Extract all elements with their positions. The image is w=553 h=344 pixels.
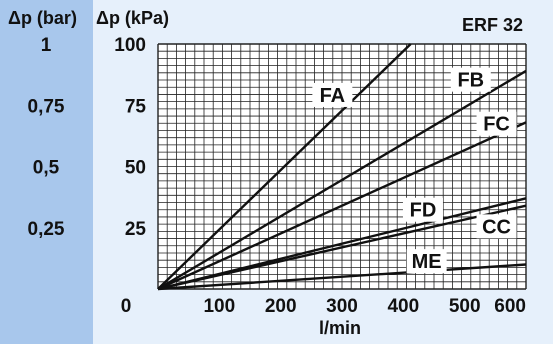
ticks: 0 100 200 300 400 500 600 100 75 50 25 1 0,75 0,5 0,25	[28, 35, 526, 317]
y2-axis-title: Δp (bar)	[8, 8, 77, 28]
series-line-fb	[157, 69, 527, 291]
y-tick-label: 50	[125, 158, 146, 179]
series-label-fc: FC	[483, 114, 510, 136]
series-line-me	[157, 263, 527, 291]
series-line-fa	[157, 43, 412, 290]
series-label-bg-cc	[476, 214, 517, 239]
x-tick-label: 400	[387, 296, 419, 317]
series-line-fc	[157, 121, 527, 291]
series-label-bg-fb	[450, 67, 491, 92]
grid	[157, 43, 527, 290]
x-tick-label: 600	[494, 296, 526, 317]
y2-tick-label: 1	[41, 35, 52, 56]
y-tick-label: 100	[114, 35, 146, 56]
series-label-me: ME	[412, 251, 442, 273]
chart-title: ERF 32	[462, 15, 523, 35]
x-tick-label: 200	[265, 296, 297, 317]
series-label-bg-me	[406, 249, 447, 274]
x-tick-label: 100	[203, 296, 235, 317]
y2-tick-label: 0,5	[33, 158, 60, 179]
series-lines	[157, 43, 527, 291]
y-axis-title: Δp (kPa)	[96, 8, 169, 28]
y2-tick-label: 0,25	[28, 219, 65, 240]
series-label-bg-fa	[312, 82, 353, 107]
y2-tick-label: 0,75	[28, 96, 65, 117]
series-labels: FA FB FC FD CC ME	[312, 67, 517, 274]
x-axis-title: l/min	[319, 318, 361, 338]
series-label-cc: CC	[482, 216, 511, 238]
x-tick-label: 300	[326, 296, 358, 317]
bar-scale-band	[0, 0, 93, 344]
series-label-fd: FD	[410, 200, 437, 222]
series-label-bg-fc	[476, 111, 517, 136]
x-tick-label: 0	[121, 296, 132, 317]
series-label-fa: FA	[320, 85, 346, 107]
series-label-bg-fd	[402, 197, 443, 222]
y-tick-label: 75	[125, 96, 147, 117]
y-tick-label: 25	[125, 219, 147, 240]
series-line-cc	[157, 204, 527, 291]
series-label-fb: FB	[457, 70, 484, 92]
x-tick-label: 500	[449, 296, 481, 317]
